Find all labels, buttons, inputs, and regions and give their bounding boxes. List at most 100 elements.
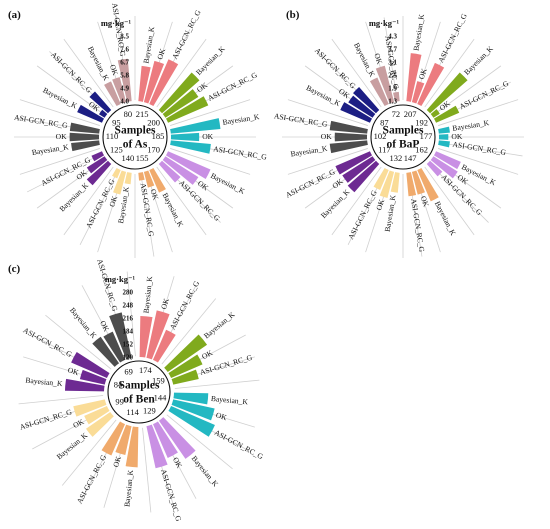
grid-line [18,395,104,405]
grid-line [424,38,475,108]
bar-label: ASI-GCN_RC_G [213,144,268,161]
bar-132-ok [379,170,395,199]
bar-80-bayesian-k [104,81,121,107]
bar-label: OK [374,198,386,212]
bar-114-ok [115,424,132,456]
grid-line [438,148,519,175]
panel-letter: (b) [286,9,300,21]
grid-line [166,414,233,470]
grid-line [331,38,382,108]
bar-95-ok [98,109,108,118]
bar-label: ASI-GCN_RC_G [75,453,109,505]
bar-125-bayesian-k [86,160,112,186]
bar-label: OK [159,297,171,311]
scale-tick: 3.1 [388,59,397,67]
bar-147-ok [411,170,425,195]
bar-69-bayesian-k [92,336,120,367]
grid-line [19,99,100,126]
grid-line [383,17,398,101]
grid-line [432,65,502,116]
group-id: 159 [152,376,165,386]
grid-line [126,271,136,357]
group-id: 125 [110,144,123,154]
panel-letter: (a) [8,9,21,21]
bar-200-asi-gcn-rc-g [165,96,209,123]
scale-tick: 152 [123,341,134,349]
bar-95-asi-gcn-rc-g [89,91,112,114]
bar-label: Bayesian_K [209,171,247,196]
unit-label: mg·kg⁻¹ [369,18,400,28]
bar-95-bayesian-k [77,104,105,123]
bar-159-asi-gcn-rc-g [171,369,199,385]
scale-tick: 1.3 [388,98,397,106]
bar-110-bayesian-k [71,140,100,152]
center-label-line-1: Samples [119,380,160,392]
bar-129-asi-gcn-rc-g [146,424,168,469]
bar-174-bayesian-k [139,315,153,358]
grid-line [36,65,106,116]
scale-tick: 6.7 [120,59,129,67]
group-id: 170 [147,144,160,154]
bar-117-ok [342,156,376,183]
bar-192-bayesian-k [426,72,468,114]
bar-162-asi-gcn-rc-g [426,160,443,177]
bar-155-bayesian-k [149,167,166,193]
scale-tick: 3.7 [388,46,397,54]
bar-label: Bayesian_K [161,191,186,229]
bar-label: Bayesian_K [411,13,426,52]
bar-label: ASI-GCN_RC_G [95,258,119,313]
bar-170-asi-gcn-rc-g [158,160,181,183]
scale-tick: 184 [123,328,134,336]
inner-ring [370,104,436,170]
grid-line [439,142,523,157]
grid-line [142,427,152,513]
center-label-line-2: of BaP [387,139,420,151]
panel-a-as: Bayesian_K OK ASI-GCN_RC_G215Bayesian_KOKA… [8,2,268,258]
group-id: 147 [404,153,417,163]
group-id: 140 [122,153,135,163]
bar-117-asi-gcn-rc-g [335,151,373,175]
bar-label: OK [451,132,462,141]
bar-99-ok [84,405,110,425]
grid-line [287,148,368,175]
bar-102-ok [334,132,368,142]
group-id: 207 [404,109,417,119]
bar-140-asi-gcn-rc-g [112,167,121,179]
center-label-line-1: Samples [383,125,424,137]
bar-159-ok [168,354,203,379]
bar-label: OK [171,456,184,470]
group-id: 95 [112,117,121,127]
bar-192-ok [430,109,440,118]
group-id: 200 [147,117,160,127]
bar-label: Bayesian_K [433,200,458,238]
bar-label: Bayesian_K [202,310,237,341]
group-id: 129 [143,405,156,415]
bar-label: OK [56,132,67,141]
bar-label: ASI-GCN_RC_G [159,468,183,523]
bar-label: Bayesian_K [55,430,90,461]
bar-132-bayesian-k [390,172,400,193]
bar-177-bayesian-k [438,126,450,134]
bar-label: OK [107,194,119,208]
bar-label: ASI-GCN_RC_G [19,407,74,431]
bar-label: Bayesian_K [452,118,491,133]
bar-label: ASI-GCN_RC_G [22,326,74,360]
bar-label: OK [108,63,120,77]
bar-87-asi-gcn-rc-g [353,87,380,114]
grid-line [287,99,368,126]
bar-185-ok [170,132,200,142]
center-label-line-2: of Ben [123,394,155,406]
bar-200-ok [162,89,199,118]
bar-label: ASI-GCN_RC_G [170,8,203,61]
bar-170-bayesian-k [165,151,211,179]
bar-207-bayesian-k [406,53,422,102]
bar-label: Bayesian_K [58,180,91,213]
bar-132-asi-gcn-rc-g [373,167,389,190]
bar-label: Bayesian_K [31,142,70,157]
bar-215-bayesian-k [138,65,151,102]
bar-129-bayesian-k [158,417,196,459]
bar-84-ok [79,369,107,385]
unit-label: mg·kg⁻¹ [105,274,136,284]
scale-tick: 120 [123,354,134,362]
bar-label: ASI-GCN_RC_G [436,12,469,65]
